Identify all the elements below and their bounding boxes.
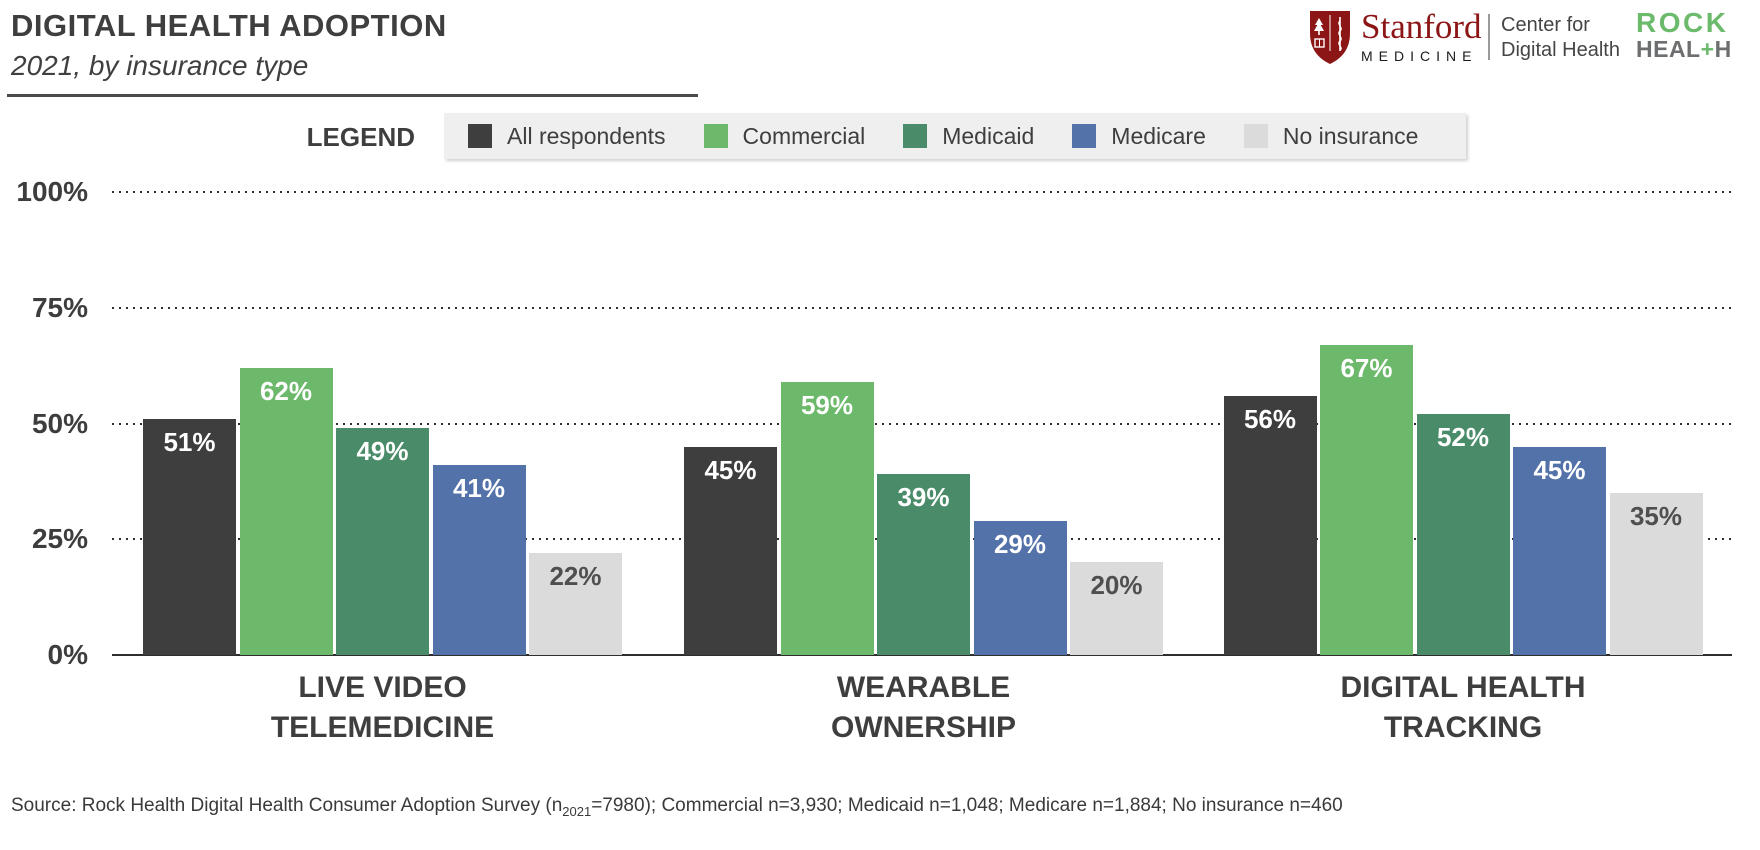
bar-no-insurance-digital-health-tracking: 35% xyxy=(1609,492,1703,655)
bar-medicare-wearable-ownership: 29% xyxy=(973,520,1067,655)
bar-value-label: 39% xyxy=(897,482,950,513)
bar-value-label: 56% xyxy=(1243,403,1297,434)
y-axis-tick-100pct: 100% xyxy=(16,176,88,207)
stanford-wordmark: Stanford xyxy=(1361,7,1482,46)
legend-swatch-medicaid xyxy=(903,124,928,148)
bar-medicaid-wearable-ownership: 39% xyxy=(877,474,970,655)
bar-value-label: 67% xyxy=(1340,352,1393,383)
bar-value-label: 52% xyxy=(1436,422,1490,453)
legend-text-medicare: Medicare xyxy=(1111,122,1206,149)
bar-value-label: 29% xyxy=(993,528,1047,559)
category-label-live-video-telemedicine: LIVE VIDEO TELEMEDICINE xyxy=(270,671,495,744)
y-axis-tick-50pct: 50% xyxy=(31,407,88,439)
rock-health-logo: ROCK HEAL+H xyxy=(1636,7,1757,62)
legend-swatch-commercial xyxy=(703,124,728,148)
bar-commercial-digital-health-tracking: 67% xyxy=(1320,344,1413,655)
bar-no-insurance-live-video-telemedicine: 22% xyxy=(529,553,622,655)
y-axis-tick-25pct: 25% xyxy=(31,523,88,555)
y-axis-tick-75pct: 75% xyxy=(31,291,88,323)
bar-medicaid-live-video-telemedicine: 49% xyxy=(336,428,429,655)
legend-item-medicaid: Medicaid xyxy=(903,123,1034,150)
page-title: DIGITAL HEALTH ADOPTION xyxy=(11,8,447,43)
bar-value-label: 45% xyxy=(1533,454,1586,485)
legend-item-all-respondents: All respondents xyxy=(468,123,666,150)
bar-commercial-wearable-ownership: 59% xyxy=(780,381,874,655)
legend-swatch-no-insurance xyxy=(1243,124,1268,148)
gridline-50pct xyxy=(112,422,1732,425)
bar-value-label: 59% xyxy=(800,389,854,420)
center-for-digital-health-label: Center for Digital Health xyxy=(1501,14,1620,61)
bar-value-label: 22% xyxy=(549,561,602,592)
source-note: Source: Rock Health Digital Health Consu… xyxy=(11,795,1343,819)
x-axis-baseline xyxy=(112,654,1732,656)
bar-value-label: 49% xyxy=(356,436,409,467)
stanford-medicine-label: MEDICINE xyxy=(1361,48,1478,64)
legend-text-commercial: Commercial xyxy=(742,122,866,149)
legend-text-all-respondents: All respondents xyxy=(507,122,666,149)
page-subtitle: 2021, by insurance type xyxy=(11,50,309,81)
bar-value-label: 62% xyxy=(259,375,313,406)
bar-medicaid-digital-health-tracking: 52% xyxy=(1416,414,1510,655)
bar-value-label: 45% xyxy=(704,454,757,485)
legend-item-medicare: Medicare xyxy=(1072,123,1206,150)
legend-title: LEGEND xyxy=(306,122,415,152)
category-label-wearable-ownership: WEARABLE OWNERSHIP xyxy=(830,671,1016,744)
stanford-shield-icon xyxy=(1310,11,1350,64)
bar-medicare-digital-health-tracking: 45% xyxy=(1513,446,1606,655)
rock-health-wordmark-bottom: HEAL+H xyxy=(1636,36,1732,62)
source-subscript: 2021 xyxy=(562,803,592,819)
legend-item-commercial: Commercial xyxy=(703,122,866,150)
gridline-100pct xyxy=(112,191,1732,193)
y-axis-tick-0pct: 0% xyxy=(47,639,88,670)
gridline-75pct xyxy=(112,306,1732,309)
bar-all-respondents-wearable-ownership: 45% xyxy=(684,446,777,655)
legend-item-no-insurance: No insurance xyxy=(1243,122,1419,150)
bar-no-insurance-wearable-ownership: 20% xyxy=(1070,562,1163,655)
legend-swatch-all-respondents xyxy=(468,124,492,148)
bar-value-label: 35% xyxy=(1629,500,1683,531)
legend: All respondents Commercial Medicaid Medicar… xyxy=(444,113,1466,159)
category-label-digital-health-tracking: DIGITAL HEALTH TRACKING xyxy=(1340,671,1586,744)
title-underline xyxy=(7,94,698,97)
bar-value-label: 20% xyxy=(1090,570,1143,601)
logo-divider xyxy=(1488,14,1490,60)
legend-text-no-insurance: No insurance xyxy=(1282,122,1419,149)
bar-all-respondents-digital-health-tracking: 56% xyxy=(1223,395,1317,655)
rock-health-plus-icon: + xyxy=(1700,36,1715,62)
bar-all-respondents-live-video-telemedicine: 51% xyxy=(143,418,236,655)
bar-medicare-live-video-telemedicine: 41% xyxy=(432,465,526,655)
stanford-medicine-logo: Stanford MEDICINE xyxy=(1308,9,1482,66)
legend-text-medicaid: Medicaid xyxy=(942,122,1035,149)
bar-value-label: 51% xyxy=(163,426,216,457)
bar-commercial-live-video-telemedicine: 62% xyxy=(239,367,333,655)
legend-swatch-medicare xyxy=(1072,124,1097,148)
bar-value-label: 41% xyxy=(452,473,506,504)
rock-health-wordmark-top: ROCK xyxy=(1636,7,1729,38)
